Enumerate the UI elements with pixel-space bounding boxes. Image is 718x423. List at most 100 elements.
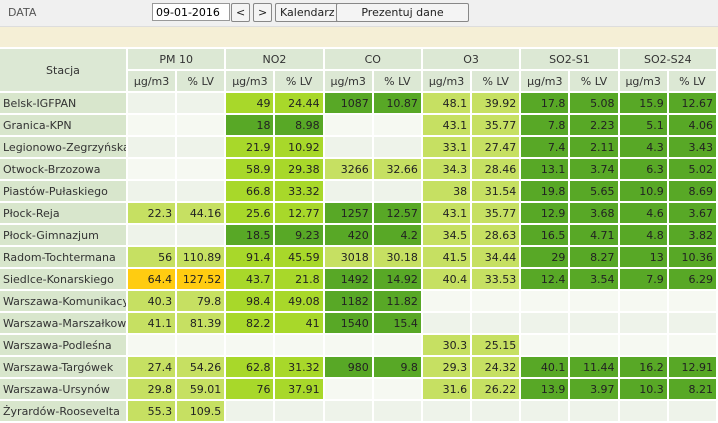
value-cell: 28.63 [472,225,520,245]
group-header: PM 10 [128,49,225,69]
value-cell: 5.02 [668,159,716,179]
calendar-button[interactable]: Kalendarz [275,3,340,22]
value-cell [324,181,372,201]
value-cell: 1492 [324,269,372,289]
present-button[interactable]: Prezentuj dane [336,3,469,22]
unit-header: µg/m3 [521,71,569,91]
value-cell: 3.67 [668,203,716,223]
value-cell: 14.92 [373,269,421,289]
value-cell: 1540 [324,313,372,333]
value-cell: 3.82 [668,225,716,245]
value-cell: 64.4 [128,269,176,289]
value-cell: 37.91 [275,379,323,399]
value-cell: 43.1 [422,203,471,223]
value-cell: 21.9 [226,137,274,157]
table-row: Warszawa-Ursynów 29.8 59.01 76 37.91 31.6 26.2… [0,379,716,399]
unit-header: % LV [373,71,421,91]
value-cell [128,137,176,157]
value-cell: 6.3 [619,159,667,179]
value-cell: 34.5 [422,225,471,245]
value-cell: 17.8 [521,93,569,113]
value-cell [521,335,569,355]
value-cell: 43.1 [422,115,471,135]
value-cell: 5.08 [570,93,618,113]
value-cell [619,401,667,421]
value-cell [472,313,520,333]
unit-header: % LV [177,71,225,91]
value-cell: 3.68 [570,203,618,223]
table-row: Żyrardów-Roosevelta 55.3 109.5 [0,401,716,421]
value-cell [128,335,176,355]
next-button[interactable]: > [253,3,273,22]
unit-header: µg/m3 [226,71,274,91]
table-row: Otwock-Brzozowa 58.9 29.38 3266 32.66 34.3 28.… [0,159,716,179]
value-cell [521,291,569,311]
value-cell [668,335,716,355]
value-cell: 31.6 [422,379,471,399]
station-name: Radom-Tochtermana [0,247,126,267]
value-cell: 11.44 [570,357,618,377]
value-cell: 32.66 [373,159,421,179]
value-cell: 98.4 [226,291,274,311]
value-cell [570,335,618,355]
value-cell: 8.98 [275,115,323,135]
value-cell: 3.74 [570,159,618,179]
table-row: Radom-Tochtermana 56 110.89 91.4 45.59 3018 30… [0,247,716,267]
value-cell [128,93,176,113]
value-cell: 24.32 [472,357,520,377]
station-name: Belsk-IGFPAN [0,93,126,113]
value-cell: 13 [619,247,667,267]
value-cell: 40.4 [422,269,471,289]
value-cell: 58.9 [226,159,274,179]
group-header: SO2-S1 [521,49,618,69]
value-cell [373,401,421,421]
value-cell [177,181,225,201]
value-cell: 30.18 [373,247,421,267]
value-cell: 3266 [324,159,372,179]
value-cell: 25.6 [226,203,274,223]
value-cell [324,115,372,135]
prev-button[interactable]: < [231,3,251,22]
value-cell: 109.5 [177,401,225,421]
station-name: Warszawa-Podleśna [0,335,126,355]
value-cell: 2.23 [570,115,618,135]
value-cell: 26.22 [472,379,520,399]
table-row: Belsk-IGFPAN 49 24.44 1087 10.87 48.1 39.92 17.… [0,93,716,113]
station-name: Piastów-Pułaskiego [0,181,126,201]
value-cell: 12.77 [275,203,323,223]
value-cell: 1182 [324,291,372,311]
data-table: Stacja PM 10 NO2 CO O3 SO2-S1 SO2-S24 µg/m3% LV… [0,47,718,423]
value-cell [373,115,421,135]
value-cell: 12.91 [668,357,716,377]
station-name: Siedlce-Konarskiego [0,269,126,289]
value-cell: 19.8 [521,181,569,201]
value-cell [128,159,176,179]
value-cell: 34.44 [472,247,520,267]
value-cell [521,401,569,421]
value-cell [422,401,471,421]
value-cell [128,225,176,245]
value-cell: 38 [422,181,471,201]
value-cell: 39.92 [472,93,520,113]
value-cell [177,93,225,113]
value-cell [619,313,667,333]
value-cell [324,401,372,421]
value-cell: 41 [275,313,323,333]
value-cell: 2.11 [570,137,618,157]
value-cell: 15.4 [373,313,421,333]
value-cell [226,335,274,355]
value-cell: 76 [226,379,274,399]
unit-header: % LV [472,71,520,91]
value-cell: 40.1 [521,357,569,377]
date-input[interactable] [152,3,230,21]
date-label: DATA [8,6,37,19]
value-cell: 33.32 [275,181,323,201]
value-cell [226,401,274,421]
value-cell: 110.89 [177,247,225,267]
value-cell: 10.92 [275,137,323,157]
value-cell: 8.21 [668,379,716,399]
value-cell [422,291,471,311]
value-cell: 81.39 [177,313,225,333]
value-cell [275,335,323,355]
table-row: Płock-Gimnazjum 18.5 9.23 420 4.2 34.5 28.63 16… [0,225,716,245]
